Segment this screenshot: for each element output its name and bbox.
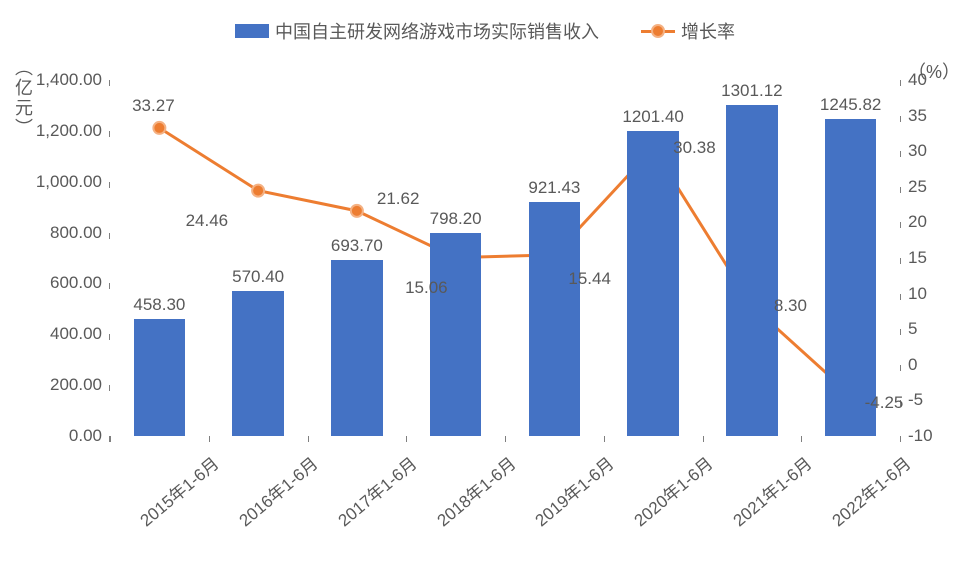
y-right-tick: 40 bbox=[900, 70, 927, 90]
bar-value-label: 458.30 bbox=[133, 295, 185, 315]
y-right-tick: 5 bbox=[900, 319, 917, 339]
line-value-label: 21.62 bbox=[377, 189, 420, 209]
bar-value-label: 921.43 bbox=[528, 178, 580, 198]
legend-item-line: 增长率 bbox=[641, 18, 735, 44]
line-value-label: 15.06 bbox=[405, 278, 448, 298]
y-right-tick: 25 bbox=[900, 177, 927, 197]
y-left-tick: 600.00 bbox=[50, 273, 110, 293]
y-left-tick: 0.00 bbox=[69, 426, 110, 446]
bar bbox=[825, 119, 876, 436]
x-tick-label: 2017年1-6月 bbox=[331, 450, 421, 531]
legend-label-bar: 中国自主研发网络游戏市场实际销售收入 bbox=[275, 18, 599, 44]
combo-chart: 中国自主研发网络游戏市场实际销售收入 增长率 （亿元） （%） 0.00200.… bbox=[0, 0, 970, 586]
line-value-label: 15.44 bbox=[568, 269, 611, 289]
line-marker bbox=[153, 122, 165, 134]
line-value-label: 30.38 bbox=[673, 138, 716, 158]
y-right-tick: -5 bbox=[900, 390, 923, 410]
x-tick-label: 2020年1-6月 bbox=[627, 450, 717, 531]
y-left-unit: （亿元） bbox=[10, 58, 36, 138]
y-right-tick: 20 bbox=[900, 212, 927, 232]
x-tick-label: 2022年1-6月 bbox=[825, 450, 915, 531]
y-right-tick: 30 bbox=[900, 141, 927, 161]
y-left-tick: 400.00 bbox=[50, 324, 110, 344]
y-left-tick: 1,200.00 bbox=[36, 121, 110, 141]
y-right-tick: 15 bbox=[900, 248, 927, 268]
legend-swatch-bar bbox=[235, 24, 269, 38]
bar bbox=[529, 202, 580, 436]
line-marker bbox=[252, 185, 264, 197]
x-tick-label: 2016年1-6月 bbox=[232, 450, 322, 531]
y-right-tick: 10 bbox=[900, 284, 927, 304]
bar-value-label: 1245.82 bbox=[820, 95, 881, 115]
plot-area: 0.00200.00400.00600.00800.001,000.001,20… bbox=[110, 80, 900, 436]
legend: 中国自主研发网络游戏市场实际销售收入 增长率 bbox=[0, 18, 970, 44]
bar bbox=[627, 131, 678, 436]
legend-label-line: 增长率 bbox=[681, 18, 735, 44]
bar bbox=[430, 233, 481, 436]
line-value-label: -4.25 bbox=[865, 393, 904, 413]
legend-item-bar: 中国自主研发网络游戏市场实际销售收入 bbox=[235, 18, 599, 44]
legend-swatch-line bbox=[641, 24, 675, 38]
line-marker bbox=[351, 205, 363, 217]
bar-value-label: 1201.40 bbox=[622, 107, 683, 127]
line-value-label: 8.30 bbox=[774, 296, 807, 316]
y-right-tick: -10 bbox=[900, 426, 933, 446]
y-right-tick: 0 bbox=[900, 355, 917, 375]
bar-value-label: 1301.12 bbox=[721, 81, 782, 101]
line-value-label: 33.27 bbox=[132, 96, 175, 116]
line-series-svg bbox=[110, 80, 900, 436]
bar-value-label: 693.70 bbox=[331, 236, 383, 256]
line-value-label: 24.46 bbox=[186, 211, 229, 231]
y-right-tick: 35 bbox=[900, 106, 927, 126]
bar bbox=[331, 260, 382, 436]
x-tick-label: 2021年1-6月 bbox=[726, 450, 816, 531]
bar-value-label: 570.40 bbox=[232, 267, 284, 287]
bar bbox=[232, 291, 283, 436]
y-left-tick: 800.00 bbox=[50, 223, 110, 243]
y-left-tick: 1,400.00 bbox=[36, 70, 110, 90]
bar-value-label: 798.20 bbox=[430, 209, 482, 229]
bar bbox=[726, 105, 777, 436]
x-tick-label: 2019年1-6月 bbox=[529, 450, 619, 531]
y-left-tick: 200.00 bbox=[50, 375, 110, 395]
x-tick-label: 2015年1-6月 bbox=[134, 450, 224, 531]
bar bbox=[134, 319, 185, 436]
x-tick-label: 2018年1-6月 bbox=[430, 450, 520, 531]
y-left-tick: 1,000.00 bbox=[36, 172, 110, 192]
